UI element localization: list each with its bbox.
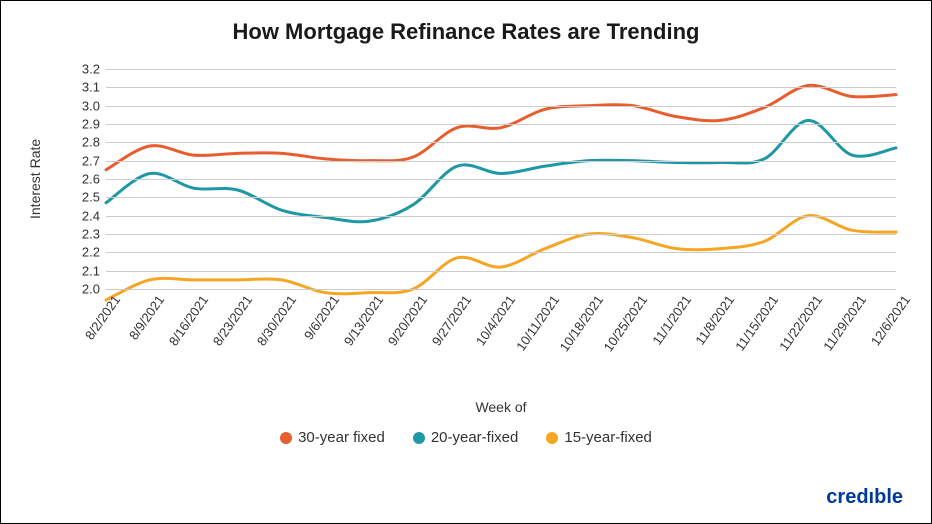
legend-dot-icon [546,432,558,444]
legend: 30-year fixed 20-year-fixed 15-year-fixed [1,429,931,449]
x-tick: 12/6/2021 [863,289,913,348]
x-tick: 9/20/2021 [380,289,430,348]
gridline [106,197,896,198]
legend-item: 15-year-fixed [546,429,652,446]
series-line [106,215,896,300]
gridline [106,142,896,143]
x-tick: 11/22/2021 [771,289,825,354]
legend-item: 20-year-fixed [413,429,519,446]
gridline [106,271,896,272]
x-tick: 9/27/2021 [424,289,474,348]
series-line [106,120,896,221]
legend-label: 30-year fixed [298,429,385,446]
gridline [106,234,896,235]
y-tick: 2.7 [82,153,106,168]
x-axis-label: Week of [106,399,896,415]
gridline [106,161,896,162]
chart-title: How Mortgage Refinance Rates are Trendin… [1,19,931,45]
legend-dot-icon [413,432,425,444]
x-tick: 8/16/2021 [161,289,211,348]
y-tick: 2.2 [82,245,106,260]
legend-item: 30-year fixed [280,429,385,446]
x-tick: 11/1/2021 [644,289,694,348]
gridline [106,216,896,217]
x-tick: 9/13/2021 [336,289,386,348]
series-line [106,85,896,170]
y-axis-label: Interest Rate [27,139,43,219]
y-tick: 2.8 [82,135,106,150]
x-tick: 8/23/2021 [204,289,254,348]
x-tick: 11/15/2021 [728,289,782,354]
gridline [106,124,896,125]
y-tick: 2.1 [82,263,106,278]
y-tick: 2.3 [82,227,106,242]
y-tick: 2.4 [82,208,106,223]
x-tick: 8/9/2021 [121,289,167,343]
y-tick: 3.0 [82,98,106,113]
x-tick: 8/2/2021 [77,289,123,343]
y-tick: 3.2 [82,62,106,77]
y-tick: 2.9 [82,117,106,132]
y-tick: 2.6 [82,172,106,187]
legend-label: 20-year-fixed [431,429,519,446]
plot-area: 2.02.12.22.32.42.52.62.72.82.93.03.13.28… [106,69,896,289]
gridline [106,106,896,107]
x-tick: 8/30/2021 [248,289,298,348]
y-tick: 2.5 [82,190,106,205]
legend-label: 15-year-fixed [564,429,652,446]
gridline [106,179,896,180]
legend-dot-icon [280,432,292,444]
x-tick: 11/29/2021 [815,289,869,354]
y-tick: 3.1 [82,80,106,95]
gridline [106,69,896,70]
gridline [106,87,896,88]
gridline [106,252,896,253]
brand-logo: credıble [826,486,903,509]
